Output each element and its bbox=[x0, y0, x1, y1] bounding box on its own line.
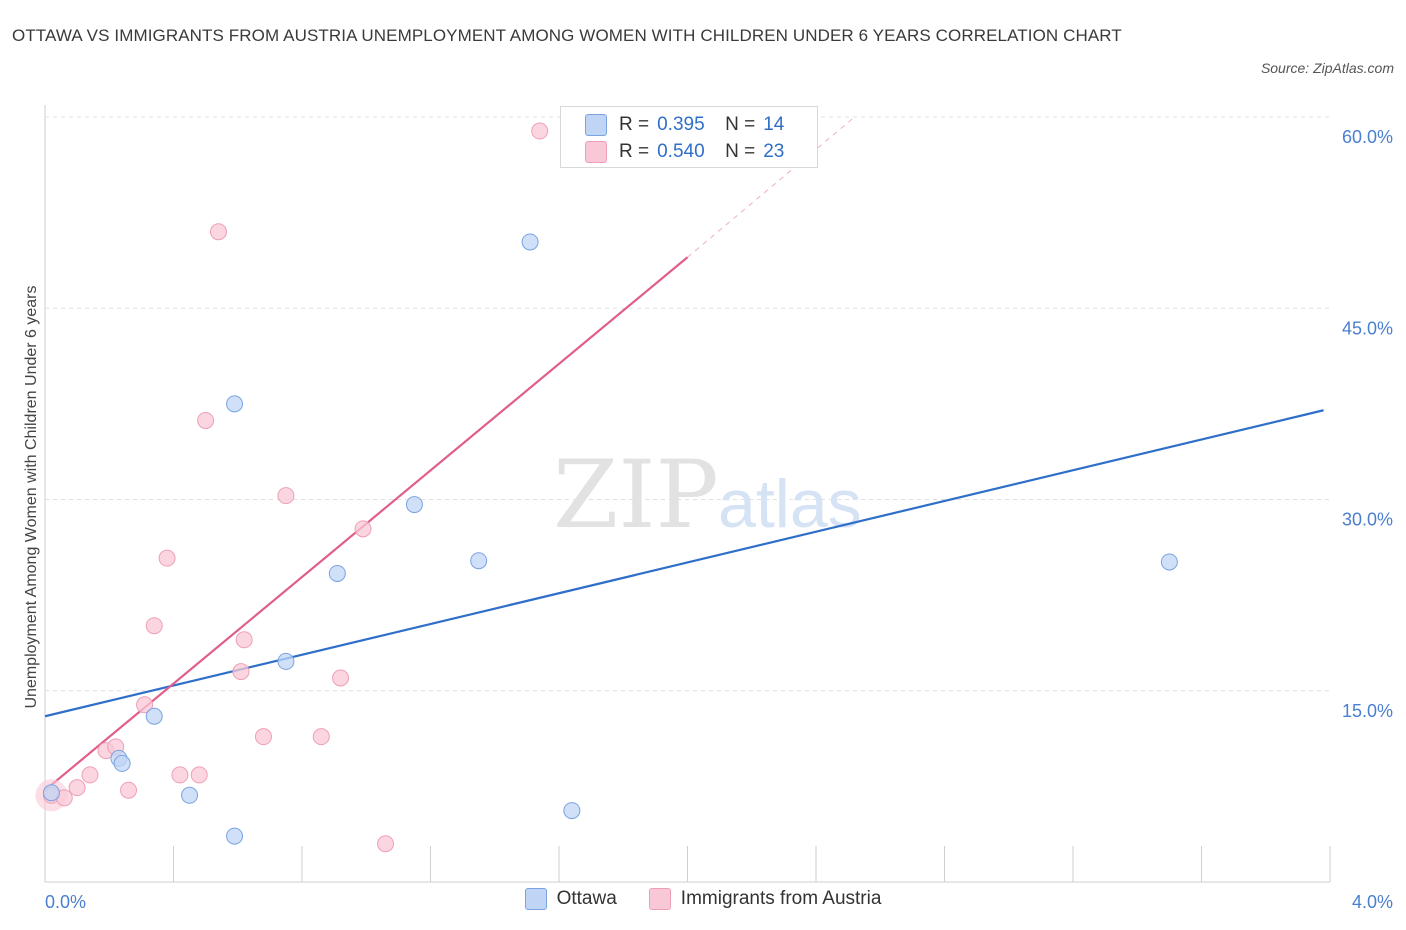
ottawa-point bbox=[470, 552, 488, 570]
austria-swatch bbox=[585, 141, 607, 163]
y-tick-label: 30.0% bbox=[1342, 510, 1393, 530]
austria-trend-extension bbox=[687, 116, 855, 258]
ottawa-point bbox=[42, 784, 60, 802]
austria-point bbox=[312, 728, 330, 746]
ottawa-point bbox=[563, 802, 581, 820]
r-label: R = bbox=[619, 141, 650, 162]
r-value: 0.395 bbox=[657, 114, 705, 135]
legend-item-ottawa[interactable]: Ottawa bbox=[524, 888, 617, 910]
austria-point bbox=[145, 617, 163, 635]
ottawa-point bbox=[145, 707, 163, 725]
austria-point bbox=[190, 766, 208, 784]
y-axis-label: Unemployment Among Women with Children U… bbox=[23, 285, 40, 708]
y-tick-label: 45.0% bbox=[1342, 318, 1393, 338]
austria-point bbox=[354, 520, 372, 538]
chart-title: OTTAWA VS IMMIGRANTS FROM AUSTRIA UNEMPL… bbox=[12, 26, 1122, 45]
ottawa-point bbox=[1160, 553, 1178, 571]
austria-point bbox=[531, 122, 549, 140]
austria-point bbox=[81, 766, 99, 784]
austria-point bbox=[68, 779, 86, 797]
legend-label-ottawa: Ottawa bbox=[556, 888, 617, 909]
watermark-atlas: atlas bbox=[718, 466, 862, 542]
n-label: N = bbox=[725, 141, 756, 162]
axis-layer bbox=[44, 105, 1331, 883]
source-label: Source: ZipAtlas.com bbox=[1260, 60, 1394, 76]
x-tick-label: 0.0% bbox=[45, 892, 86, 912]
n-value: 23 bbox=[763, 141, 785, 162]
ottawa-point bbox=[521, 233, 539, 251]
stats-legend: R = 0.395 N = 14 R = 0.540 N = 23 bbox=[560, 106, 818, 168]
austria-point bbox=[377, 835, 395, 853]
y-tick-label: 60.0% bbox=[1342, 127, 1393, 147]
legend-label-austria: Immigrants from Austria bbox=[680, 888, 882, 909]
austria-point bbox=[232, 663, 250, 681]
austria-point bbox=[197, 411, 215, 429]
austria-point bbox=[171, 766, 189, 784]
y-tick-label: 15.0% bbox=[1342, 701, 1393, 721]
ottawa-swatch bbox=[585, 114, 607, 136]
n-label: N = bbox=[725, 114, 756, 135]
austria-legend-swatch bbox=[648, 888, 671, 910]
ottawa-point bbox=[226, 827, 244, 845]
legend-item-austria[interactable]: Immigrants from Austria bbox=[648, 888, 882, 910]
stats-row-ottawa: R = 0.395 N = 14 bbox=[585, 113, 784, 137]
austria-point bbox=[254, 728, 272, 746]
tick-layer: 15.0% 30.0% 45.0% 60.0% 0.0% 4.0% bbox=[45, 127, 1393, 912]
x-tick-label: 4.0% bbox=[1352, 892, 1393, 912]
ottawa-point bbox=[328, 564, 346, 582]
austria-point bbox=[209, 223, 227, 241]
ottawa-legend-swatch bbox=[524, 888, 547, 910]
ottawa-point bbox=[226, 395, 244, 413]
austria-point bbox=[332, 669, 350, 687]
ottawa-trend-line bbox=[44, 409, 1324, 718]
austria-point bbox=[277, 487, 295, 505]
ottawa-point bbox=[181, 786, 199, 804]
austria-point bbox=[235, 631, 253, 649]
stats-row-austria: R = 0.540 N = 23 bbox=[585, 140, 784, 164]
ottawa-point bbox=[405, 496, 423, 514]
r-label: R = bbox=[619, 114, 650, 135]
ottawa-point bbox=[113, 754, 131, 772]
austria-point bbox=[136, 696, 154, 714]
austria-point bbox=[120, 781, 138, 799]
austria-point bbox=[158, 549, 176, 567]
watermark: ZIP atlas bbox=[553, 441, 862, 550]
ottawa-point bbox=[277, 652, 295, 670]
n-value: 14 bbox=[763, 114, 785, 135]
points-layer bbox=[35, 122, 1178, 853]
series-legend: Ottawa Immigrants from Austria bbox=[0, 888, 1406, 910]
watermark-zip: ZIP bbox=[553, 441, 719, 550]
r-value: 0.540 bbox=[657, 141, 705, 162]
